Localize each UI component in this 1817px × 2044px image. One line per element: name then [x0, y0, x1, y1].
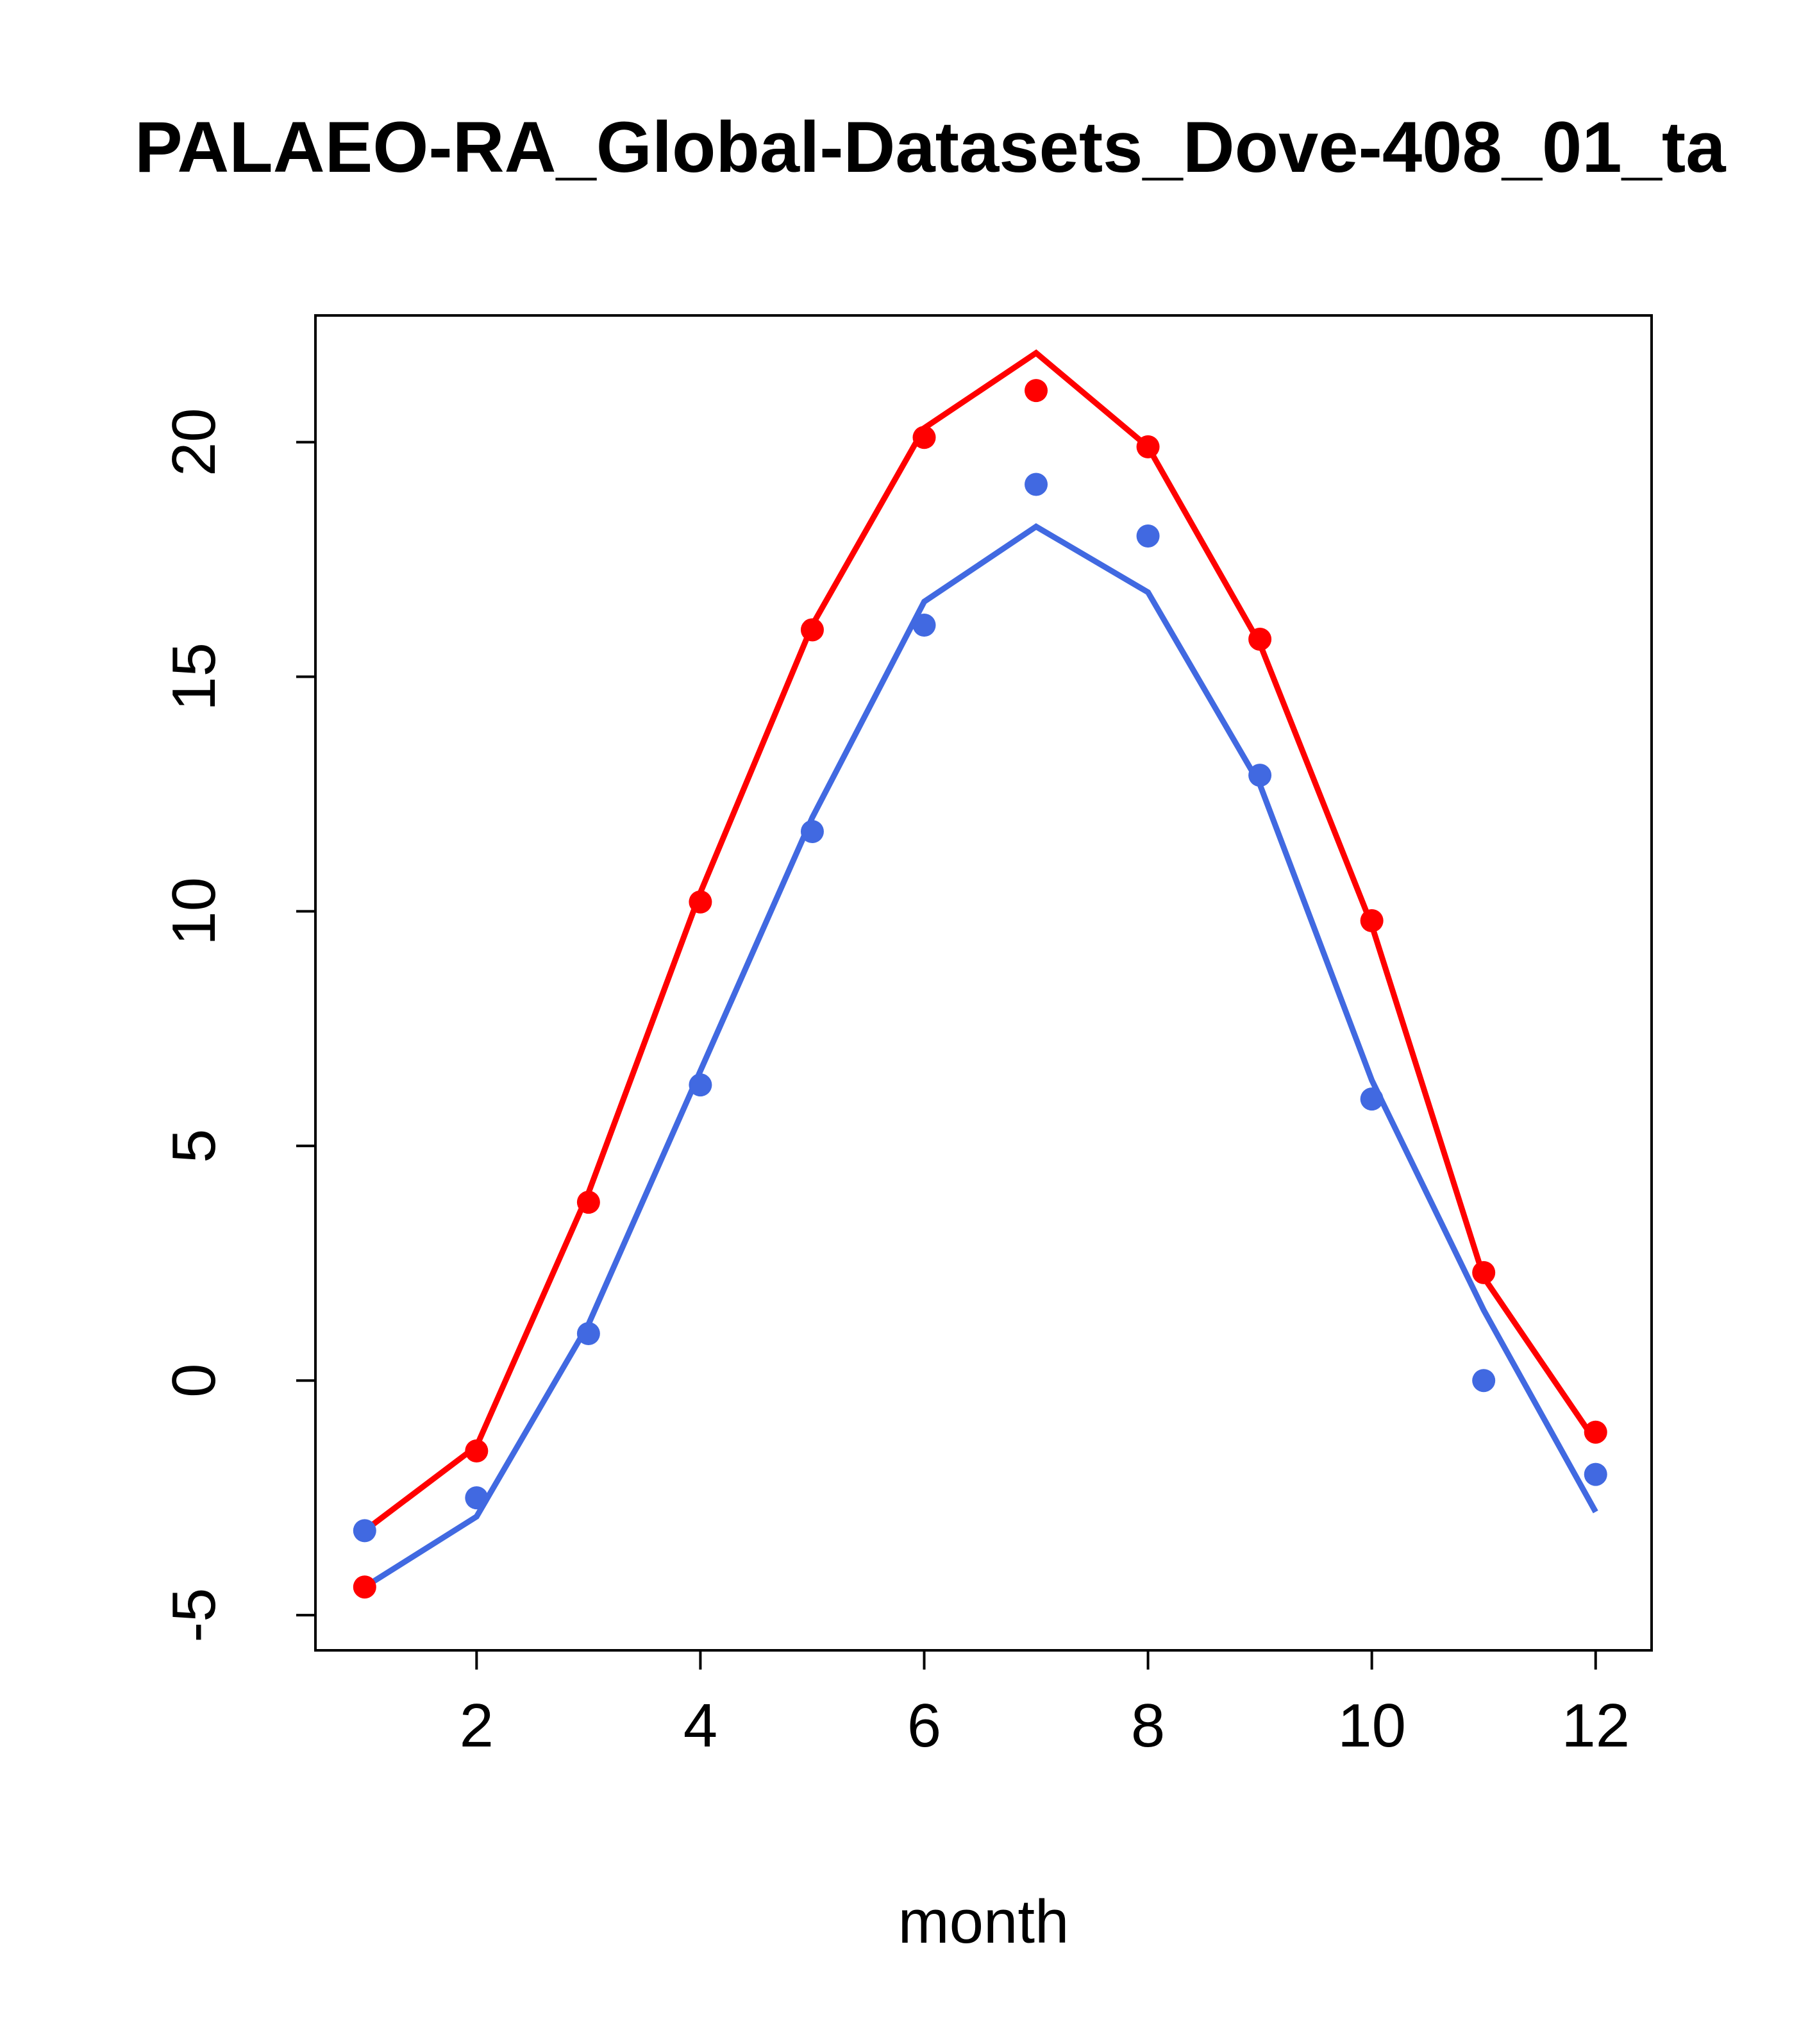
x-tick-label: 8	[1131, 1691, 1165, 1760]
blue-points-marker	[1248, 764, 1272, 787]
red-points-marker	[912, 426, 936, 449]
red-points-marker	[689, 890, 712, 914]
red-points-marker	[1136, 435, 1160, 458]
blue-points-marker	[1472, 1369, 1496, 1393]
chart-title: PALAEO-RA_Global-Datasets_Dove-408_01_ta	[135, 107, 1726, 187]
blue-line-series	[363, 523, 1598, 1590]
blue-points-marker	[1025, 473, 1048, 496]
blue-points-marker	[465, 1486, 489, 1510]
x-tick-label: 4	[683, 1691, 717, 1760]
red-points-marker	[800, 618, 824, 642]
chart-canvas: 2 4 6 8 10 12 -5 0 5 10 15 20	[160, 314, 1653, 1760]
x-tick-label: 12	[1561, 1691, 1630, 1760]
y-tick-label: 20	[160, 408, 228, 476]
red-points-marker	[1360, 909, 1384, 933]
red-points-marker	[1248, 627, 1272, 651]
blue-points-marker	[1360, 1087, 1384, 1111]
y-tick-label: 0	[160, 1364, 228, 1398]
y-tick-label: -5	[160, 1587, 228, 1642]
x-tick-label: 6	[907, 1691, 941, 1760]
blue-points-marker	[800, 819, 824, 843]
blue-points-marker	[912, 613, 936, 637]
blue-points-marker	[1136, 524, 1160, 548]
blue-points-marker	[353, 1519, 376, 1543]
x-tick-label: 2	[460, 1691, 494, 1760]
x-axis-label: month	[898, 1888, 1069, 1956]
red-points-marker	[465, 1439, 489, 1462]
y-tick-label: 15	[160, 642, 228, 711]
x-tick-label: 10	[1337, 1691, 1406, 1760]
plot-frame	[314, 314, 1653, 1652]
blue-points-marker	[1584, 1462, 1607, 1486]
red-points-marker	[1472, 1261, 1496, 1284]
red-points-marker	[353, 1575, 376, 1599]
y-tick-label: 5	[160, 1129, 228, 1163]
y-tick-label: 10	[160, 877, 228, 946]
red-points-marker	[576, 1191, 600, 1214]
red-points-marker	[1584, 1420, 1607, 1444]
blue-points-marker	[689, 1073, 712, 1097]
blue-points-marker	[576, 1322, 600, 1346]
red-points-marker	[1025, 379, 1048, 403]
red-line-series	[363, 349, 1598, 1533]
